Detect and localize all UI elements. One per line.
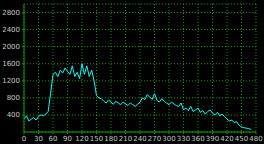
svg-text:60: 60 xyxy=(49,135,58,143)
svg-text:150: 150 xyxy=(90,135,103,143)
svg-text:120: 120 xyxy=(75,135,88,143)
svg-text:360: 360 xyxy=(191,135,204,143)
svg-text:2000: 2000 xyxy=(8,43,20,51)
svg-text:300: 300 xyxy=(162,135,175,143)
svg-text:2400: 2400 xyxy=(8,26,20,34)
svg-text:210: 210 xyxy=(119,135,132,143)
svg-text:270: 270 xyxy=(148,135,161,143)
svg-text:1600: 1600 xyxy=(8,60,20,68)
svg-text:0: 0 xyxy=(22,135,26,143)
svg-text:400: 400 xyxy=(8,111,20,119)
svg-text:800: 800 xyxy=(8,94,20,102)
svg-text:180: 180 xyxy=(104,135,117,143)
svg-text:390: 390 xyxy=(206,135,219,143)
svg-text:240: 240 xyxy=(133,135,146,143)
svg-text:90: 90 xyxy=(63,135,72,143)
svg-text:480: 480 xyxy=(249,135,256,143)
svg-text:1200: 1200 xyxy=(8,77,20,85)
svg-text:420: 420 xyxy=(220,135,233,143)
svg-text:30: 30 xyxy=(34,135,43,143)
svg-text:2800: 2800 xyxy=(8,9,20,17)
svg-text:450: 450 xyxy=(235,135,248,143)
svg-text:330: 330 xyxy=(177,135,190,143)
